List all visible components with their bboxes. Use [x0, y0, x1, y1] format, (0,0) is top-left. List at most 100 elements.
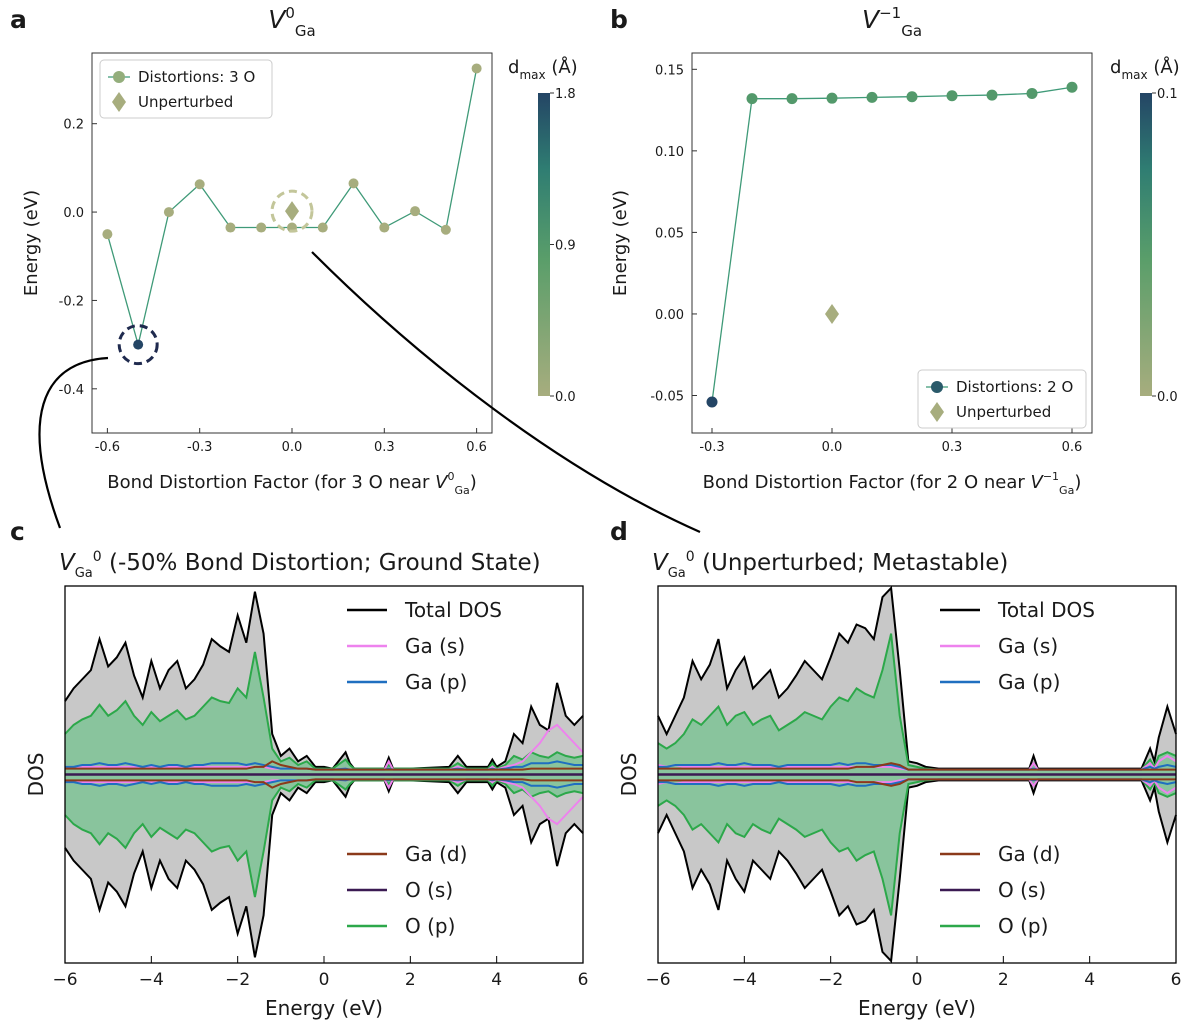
legend-label: Total DOS: [404, 598, 502, 622]
data-point: [906, 91, 918, 103]
x-tick-label: -0.3: [187, 440, 212, 455]
legend-label-distortions: Distortions: 2 O: [956, 378, 1073, 396]
legend-label: O (s): [405, 878, 453, 902]
colorbar-tick-label: 0.9: [555, 239, 576, 254]
colorbar-tick-label: 0.1: [1157, 87, 1178, 102]
data-point: [440, 224, 451, 235]
x-tick-label: 0.3: [942, 440, 963, 455]
total-dos-line-up: [64, 591, 584, 770]
panel-label-b: b: [610, 5, 628, 34]
x-tick-label: −4: [139, 970, 164, 990]
x-tick-label: -0.3: [699, 440, 724, 455]
colorbar-tick-label: 1.8: [555, 87, 576, 102]
x-tick-label: 0.6: [1062, 440, 1083, 455]
legend-label: Ga (p): [998, 670, 1060, 694]
x-axis-label: Energy (eV): [858, 996, 976, 1020]
x-tick-label: 6: [1171, 970, 1182, 990]
x-tick-label: 4: [491, 970, 502, 990]
unperturbed-marker: [285, 201, 299, 222]
x-tick-label: 0.0: [822, 440, 843, 455]
y-axis-label: DOS: [617, 753, 641, 797]
legend-label: Ga (p): [405, 670, 467, 694]
data-point: [1026, 87, 1038, 99]
o-p-dos-line-up: [64, 651, 584, 770]
data-point: [102, 229, 113, 240]
legend-label: O (p): [405, 914, 455, 938]
x-tick-label: 0: [912, 970, 923, 990]
y-tick-label: 0.10: [655, 145, 684, 160]
x-tick-label: 0.6: [466, 440, 487, 455]
data-point: [133, 339, 144, 350]
connector-curve-c: [38, 356, 109, 529]
y-tick-label: -0.05: [650, 389, 684, 404]
colorbar-tick-label: 0.0: [1157, 390, 1178, 405]
connector-curve-d: [311, 251, 701, 534]
legend-label: Ga (d): [405, 842, 467, 866]
colorbar-label: dmax (Å): [1110, 56, 1180, 82]
panel-label-d: d: [610, 517, 628, 546]
unperturbed-marker: [825, 303, 839, 324]
highlight-circle-unperturbed: [270, 189, 314, 233]
y-tick-label: 0.0: [63, 206, 84, 221]
panel-label-a: a: [10, 5, 27, 34]
y-axis-label: DOS: [24, 753, 48, 797]
colorbar-tick-label: 0.0: [555, 390, 576, 405]
series-line: [711, 86, 1073, 403]
legend-label: O (p): [998, 914, 1048, 938]
legend-marker-distortions: [931, 381, 943, 393]
legend-label: Ga (d): [998, 842, 1060, 866]
panel-label-c: c: [10, 517, 25, 546]
y-axis-label: Energy (eV): [21, 190, 42, 296]
plot-frame: [691, 52, 1093, 434]
data-point: [826, 92, 838, 104]
y-tick-label: 0.2: [63, 118, 84, 133]
legend-label-distortions: Distortions: 3 O: [138, 68, 255, 86]
legend-box: [99, 59, 273, 119]
y-tick-label: 0.00: [655, 308, 684, 323]
x-tick-label: −6: [645, 970, 670, 990]
y-tick-label: 0.15: [655, 63, 684, 78]
total-dos-line-down: [64, 779, 584, 958]
data-point: [786, 93, 798, 105]
data-point: [194, 179, 205, 190]
data-point: [317, 222, 328, 233]
x-tick-label: -0.6: [95, 440, 120, 455]
data-point: [256, 222, 267, 233]
x-axis-label: Bond Distortion Factor (for 3 O near V0G…: [107, 470, 476, 497]
x-tick-label: 0.3: [374, 440, 395, 455]
x-tick-label: −6: [52, 970, 77, 990]
data-point: [866, 91, 878, 103]
data-point: [986, 89, 998, 101]
legend-label: Total DOS: [997, 598, 1095, 622]
highlight-circle-minimum: [117, 324, 159, 366]
x-axis-label: Bond Distortion Factor (for 2 O near V−1…: [703, 470, 1082, 497]
legend-label: Ga (s): [998, 634, 1058, 658]
x-tick-label: −2: [818, 970, 843, 990]
chart-title: V−1Ga: [862, 4, 922, 40]
x-tick-label: 0.0: [282, 440, 303, 455]
chart-c: −6 −4 −2 0 2 4 6 Energy (eV) DOS VGa0 (-50% Bond …: [24, 549, 588, 1020]
data-point: [348, 178, 359, 189]
chart-b: V−1Ga -0.3 0.0 0.3 0.6 -0.05 0.00 0.05 0.10 0.15 B…: [610, 4, 1180, 497]
colorbar: [1140, 93, 1152, 396]
chart-d: −6 −4 −2 0 2 4 6 Energy (eV) DOS VGa0 (Unperturbe…: [617, 549, 1181, 1020]
legend-label: O (s): [998, 878, 1046, 902]
x-tick-label: 4: [1084, 970, 1095, 990]
chart-title: VGa0 (-50% Bond Distortion; Ground State…: [59, 549, 541, 581]
legend-box: [917, 369, 1087, 429]
x-tick-label: 2: [405, 970, 416, 990]
ga-d-dos-up: [65, 760, 583, 771]
legend-marker-unperturbed: [112, 92, 126, 112]
ga-d-dos-down: [658, 778, 1176, 787]
ga-d-dos-up: [658, 762, 1176, 771]
legend-marker-unperturbed: [930, 402, 944, 422]
o-p-dos-line-down: [64, 779, 584, 898]
x-tick-label: 6: [578, 970, 589, 990]
data-point: [746, 93, 758, 105]
data-point: [163, 207, 174, 218]
data-point: [410, 206, 421, 217]
data-point: [225, 222, 236, 233]
y-tick-label: -0.2: [59, 294, 84, 309]
colorbar-label: dmax (Å): [508, 56, 578, 82]
